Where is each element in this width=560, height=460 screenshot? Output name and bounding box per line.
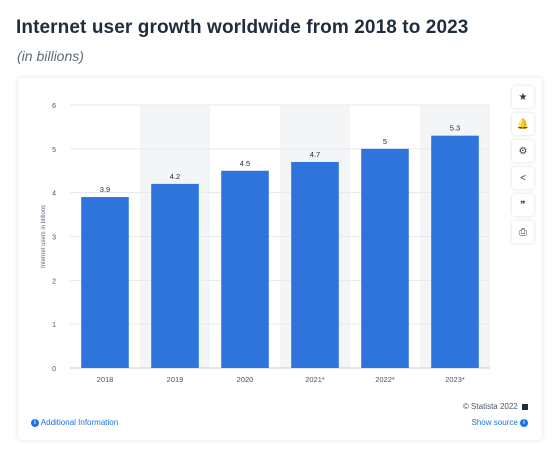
bar (221, 170, 269, 368)
additional-info-label: Additional Information (40, 418, 119, 427)
x-tick-label: 2018 (97, 375, 114, 384)
y-tick-label: 3 (52, 235, 56, 242)
print-icon[interactable]: ⎙ (512, 221, 534, 243)
x-tick-label: 2020 (237, 375, 254, 384)
info-icon: i (520, 418, 528, 427)
gear-icon[interactable]: ⚙ (512, 140, 534, 162)
bar (431, 135, 479, 368)
y-tick-label: 5 (52, 147, 56, 154)
share-icon[interactable]: < (512, 167, 534, 189)
show-source-link[interactable]: Show source i (472, 418, 528, 427)
flag-icon[interactable] (522, 403, 528, 410)
y-tick-label: 2 (52, 278, 56, 285)
bar (81, 197, 129, 368)
x-tick-label: 2022* (375, 375, 395, 384)
copyright-label: © Statista 2022 (462, 402, 518, 411)
data-label: 5 (383, 137, 387, 146)
data-label: 3.9 (100, 185, 110, 194)
bar (361, 148, 409, 368)
bell-icon[interactable]: 🔔 (512, 113, 534, 135)
page-title: Internet user growth worldwide from 2018… (16, 17, 469, 38)
copyright-text: © Statista 2022 (463, 402, 528, 411)
additional-info-link[interactable]: i Additional Information (31, 418, 118, 427)
data-label: 4.2 (170, 172, 180, 181)
page-subtitle: (in billions) (17, 48, 84, 64)
chart-card: 0 1 2 3 4 5 6 Internet users in billions 3.9 2018… (18, 78, 542, 440)
bar-chart: 0 1 2 3 4 5 6 Internet users in billions 3.9 2018… (41, 103, 490, 384)
x-tick-label: 2021* (305, 375, 325, 384)
quote-icon[interactable]: ❞ (512, 194, 534, 216)
y-tick-label: 0 (52, 366, 56, 373)
x-tick-label: 2023* (445, 375, 465, 384)
y-axis-title: Internet users in billions (41, 205, 47, 268)
data-label: 5.3 (450, 124, 460, 133)
y-tick-label: 6 (52, 103, 56, 110)
show-source-label: Show source (471, 418, 518, 427)
data-label: 4.5 (240, 159, 250, 168)
bar (291, 161, 339, 368)
data-label: 4.7 (310, 150, 320, 159)
bar (151, 183, 199, 368)
info-icon: i (31, 418, 39, 427)
side-toolbar: ★ 🔔 ⚙ < ❞ ⎙ (512, 86, 534, 243)
star-icon[interactable]: ★ (512, 86, 534, 108)
x-tick-label: 2019 (167, 375, 184, 384)
y-tick-label: 4 (52, 191, 56, 198)
y-tick-label: 1 (52, 322, 56, 329)
